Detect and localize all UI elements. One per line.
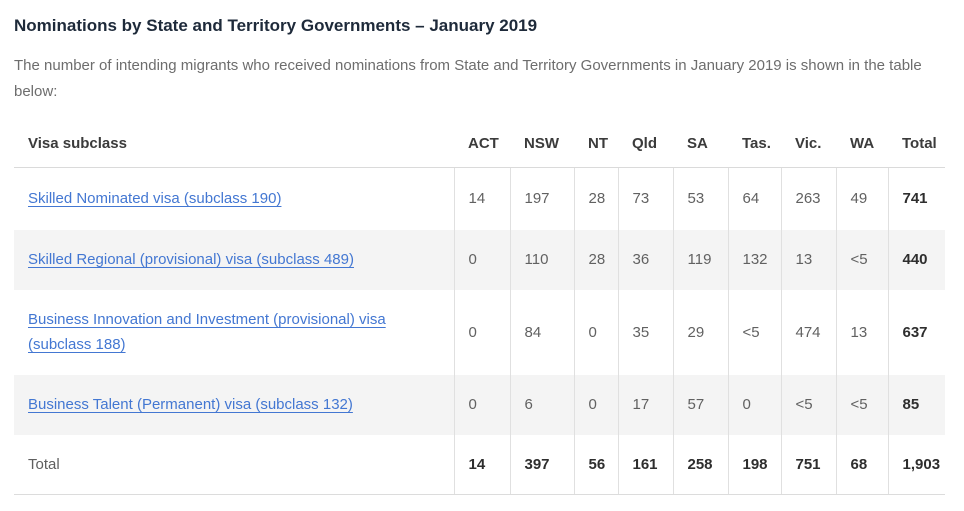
row-total-cell: 85 bbox=[887, 374, 945, 435]
column-header-sa: SA bbox=[673, 125, 728, 168]
visa-subclass-cell: Business Innovation and Investment (prov… bbox=[14, 290, 454, 375]
value-cell: 263 bbox=[780, 167, 836, 230]
visa-subclass-link[interactable]: Business Innovation and Investment (prov… bbox=[28, 311, 386, 353]
value-cell: 35 bbox=[617, 289, 673, 375]
column-header-total: Total bbox=[888, 125, 945, 168]
value-cell: 0 bbox=[573, 374, 618, 435]
row-total-cell: 741 bbox=[887, 167, 945, 230]
column-header-qld: Qld bbox=[618, 125, 673, 168]
total-value-cell: 161 bbox=[617, 434, 673, 495]
row-total-cell: 637 bbox=[887, 289, 945, 375]
table-row: Business Innovation and Investment (prov… bbox=[14, 289, 945, 375]
total-value-cell: 258 bbox=[672, 434, 728, 495]
value-cell: 0 bbox=[453, 289, 510, 375]
table-header-row: Visa subclass ACT NSW NT Qld SA Tas. Vic. WA Tot… bbox=[14, 125, 945, 168]
value-cell: 14 bbox=[453, 167, 510, 230]
total-value-cell: 751 bbox=[780, 434, 836, 495]
column-header-wa: WA bbox=[836, 125, 888, 168]
value-cell: 13 bbox=[835, 289, 888, 375]
value-cell: 0 bbox=[453, 374, 510, 435]
column-header-tas: Tas. bbox=[728, 125, 781, 168]
value-cell: 73 bbox=[617, 167, 673, 230]
value-cell: <5 bbox=[727, 289, 781, 375]
visa-subclass-link[interactable]: Skilled Regional (provisional) visa (sub… bbox=[28, 251, 354, 268]
table-body: Skilled Nominated visa (subclass 190) 14 1… bbox=[14, 167, 945, 495]
visa-subclass-link[interactable]: Skilled Nominated visa (subclass 190) bbox=[28, 190, 282, 208]
value-cell: 28 bbox=[573, 167, 618, 230]
value-cell: 197 bbox=[509, 167, 574, 230]
value-cell: 49 bbox=[835, 167, 888, 230]
page: Nominations by State and Territory Gover… bbox=[14, 16, 945, 495]
value-cell: 53 bbox=[672, 167, 728, 230]
table-row: Skilled Regional (provisional) visa (sub… bbox=[14, 229, 945, 290]
value-cell: 0 bbox=[453, 229, 510, 290]
value-cell: 474 bbox=[780, 289, 836, 375]
value-cell: 28 bbox=[573, 229, 618, 290]
column-header-act: ACT bbox=[454, 125, 510, 168]
column-header-nsw: NSW bbox=[510, 125, 574, 168]
total-value-cell: 198 bbox=[727, 434, 781, 495]
table-row: Business Talent (Permanent) visa (subcla… bbox=[14, 374, 945, 435]
value-cell: 0 bbox=[727, 374, 781, 435]
column-header-vic: Vic. bbox=[781, 125, 836, 168]
value-cell: 36 bbox=[617, 229, 673, 290]
intro-paragraph: The number of intending migrants who rec… bbox=[14, 57, 922, 100]
value-cell: <5 bbox=[835, 374, 888, 435]
value-cell: <5 bbox=[780, 374, 836, 435]
total-value-cell: 397 bbox=[509, 434, 574, 495]
total-value-cell: 14 bbox=[453, 434, 510, 495]
value-cell: 110 bbox=[509, 229, 574, 290]
table-total-row: Total 14 397 56 161 258 198 751 68 1,903 bbox=[14, 434, 945, 495]
grand-total-cell: 1,903 bbox=[887, 434, 945, 495]
value-cell: 64 bbox=[727, 167, 781, 230]
value-cell: 84 bbox=[509, 289, 574, 375]
column-header-nt: NT bbox=[574, 125, 618, 168]
visa-subclass-link[interactable]: Business Talent (Permanent) visa (subcla… bbox=[28, 396, 353, 413]
value-cell: 119 bbox=[672, 229, 728, 290]
value-cell: 17 bbox=[617, 374, 673, 435]
value-cell: 29 bbox=[672, 289, 728, 375]
visa-subclass-cell: Skilled Nominated visa (subclass 190) bbox=[14, 168, 454, 230]
visa-subclass-cell: Skilled Regional (provisional) visa (sub… bbox=[14, 230, 454, 290]
value-cell: 6 bbox=[509, 374, 574, 435]
total-value-cell: 68 bbox=[835, 434, 888, 495]
total-row-label: Total bbox=[14, 434, 454, 495]
row-total-cell: 440 bbox=[887, 229, 945, 290]
value-cell: 13 bbox=[780, 229, 836, 290]
value-cell: 132 bbox=[727, 229, 781, 290]
visa-subclass-cell: Business Talent (Permanent) visa (subcla… bbox=[14, 375, 454, 435]
total-value-cell: 56 bbox=[573, 434, 618, 495]
column-header-visa-subclass: Visa subclass bbox=[14, 125, 454, 168]
table-row: Skilled Nominated visa (subclass 190) 14 1… bbox=[14, 167, 945, 230]
value-cell: <5 bbox=[835, 229, 888, 290]
value-cell: 57 bbox=[672, 374, 728, 435]
page-title: Nominations by State and Territory Gover… bbox=[14, 16, 538, 35]
value-cell: 0 bbox=[573, 289, 618, 375]
nominations-table: Visa subclass ACT NSW NT Qld SA Tas. Vic. WA Tot… bbox=[14, 125, 945, 495]
